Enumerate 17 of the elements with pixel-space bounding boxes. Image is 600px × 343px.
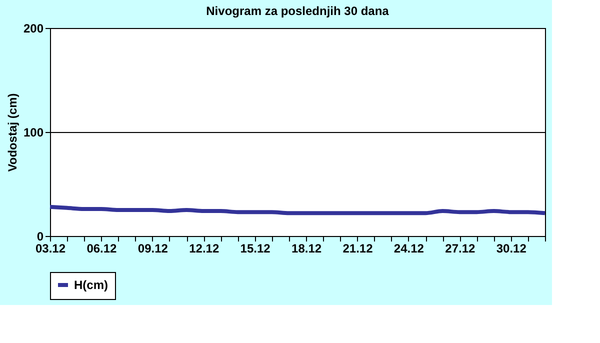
x-tick-label: 12.12 bbox=[189, 242, 220, 256]
x-tick-label: 30.12 bbox=[496, 242, 527, 256]
x-tick-label: 18.12 bbox=[292, 242, 322, 256]
x-tick-label: 27.12 bbox=[445, 242, 476, 256]
x-tick-label: 21.12 bbox=[342, 242, 374, 256]
x-tick-label: 09.12 bbox=[138, 242, 168, 256]
legend-label: H(cm) bbox=[74, 278, 108, 292]
x-tick-label: 15.12 bbox=[240, 242, 271, 256]
line-series bbox=[48, 204, 547, 216]
x-tick-label: 06.12 bbox=[86, 242, 118, 256]
y-tick-label: 100 bbox=[23, 126, 44, 140]
y-axis-title: Vodostaj (cm) bbox=[5, 93, 20, 172]
chart-title: Nivogram za poslednjih 30 dana bbox=[206, 4, 390, 18]
x-tick-label: 03.12 bbox=[35, 242, 66, 256]
y-tick-label: 200 bbox=[23, 22, 44, 36]
x-tick-label: 24.12 bbox=[394, 242, 424, 256]
y-tick-label: 0 bbox=[36, 230, 44, 244]
